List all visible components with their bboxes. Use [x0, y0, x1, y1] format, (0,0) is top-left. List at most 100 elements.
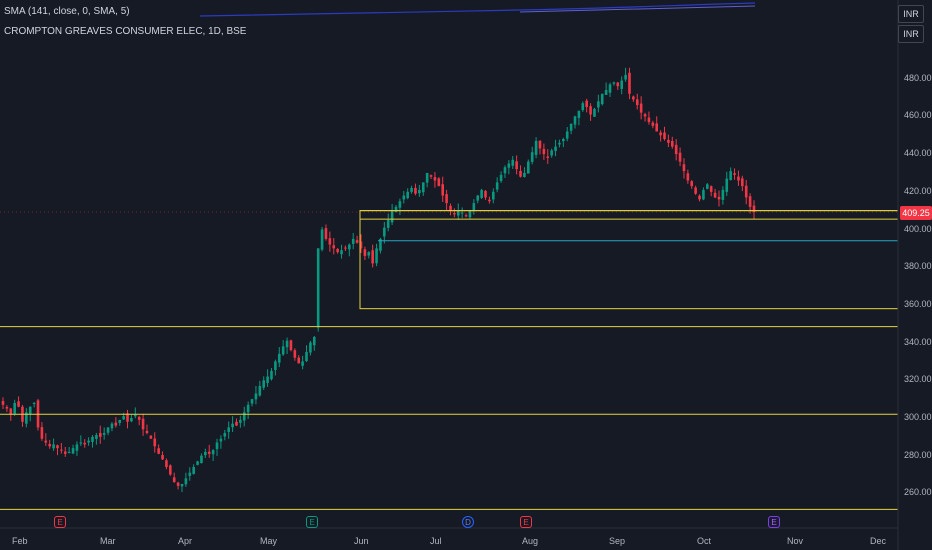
candle-body	[449, 205, 452, 211]
candlestick-series	[1, 67, 756, 493]
candle-body	[515, 161, 518, 170]
candle-body	[344, 247, 347, 249]
candle-body	[694, 187, 697, 194]
candle-body	[114, 422, 118, 426]
price-tick-label: 380.00	[904, 261, 932, 272]
candle-body	[441, 184, 445, 196]
candle-body	[663, 132, 666, 140]
candle-body	[106, 427, 110, 433]
price-tick-label: 280.00	[904, 449, 932, 460]
candle-body	[363, 249, 367, 256]
candle-body	[690, 181, 694, 187]
candle-body	[383, 227, 386, 237]
time-tick-label: Mar	[100, 536, 116, 546]
candle-body	[534, 140, 538, 155]
sma-secondary-line	[519, 5, 756, 13]
candle-body	[647, 117, 651, 123]
candle-body	[527, 161, 530, 174]
candle-body	[211, 450, 215, 455]
candle-body	[63, 451, 67, 454]
candle-body	[550, 150, 553, 156]
candle-body	[717, 196, 721, 200]
candle-body	[250, 399, 254, 404]
candle-body	[207, 451, 211, 454]
candle-body	[242, 412, 246, 421]
symbol-title[interactable]: CROMPTON GREAVES CONSUMER ELEC, 1D, BSE	[4, 26, 247, 37]
candle-body	[410, 188, 413, 192]
candle-body	[239, 419, 242, 423]
candle-body	[351, 238, 355, 244]
candle-body	[169, 465, 172, 475]
candle-body	[667, 139, 670, 143]
earnings-event-icon[interactable]: E	[54, 516, 66, 528]
candle-body	[499, 174, 503, 182]
currency-button-secondary[interactable]: INR	[898, 25, 924, 43]
candle-body	[231, 423, 234, 428]
candle-body	[141, 418, 145, 430]
upcoming-earnings-event-icon[interactable]: E	[768, 516, 780, 528]
candle-body	[542, 148, 546, 155]
candle-body	[565, 131, 569, 139]
candle-body	[593, 108, 596, 117]
candle-body	[386, 220, 390, 228]
dividend-event-icon[interactable]: D	[462, 516, 474, 528]
candle-body	[227, 427, 230, 432]
candle-body	[635, 99, 639, 106]
candle-body	[348, 244, 351, 250]
time-tick-label: Feb	[12, 536, 28, 546]
candle-body	[149, 435, 153, 439]
candle-body	[445, 194, 448, 204]
candle-body	[48, 444, 51, 447]
candle-body	[91, 436, 94, 442]
earnings-event-icon[interactable]: E	[520, 516, 532, 528]
candle-body	[480, 189, 483, 198]
candle-body	[13, 402, 16, 414]
support-resistance-levels	[0, 210, 899, 510]
currency-button[interactable]: INR	[898, 5, 924, 23]
indicator-label-sma[interactable]: SMA (141, close, 0, SMA, 5)	[4, 6, 130, 17]
candle-body	[309, 342, 312, 353]
candle-body	[655, 123, 659, 132]
candle-body	[546, 156, 550, 158]
candle-body	[266, 376, 269, 384]
candle-body	[235, 421, 238, 426]
candle-body	[425, 172, 429, 183]
candle-body	[281, 346, 285, 355]
candle-body	[246, 404, 250, 413]
candle-body	[538, 140, 542, 149]
candle-body	[254, 393, 258, 400]
candle-body	[223, 433, 227, 437]
candle-body	[721, 189, 725, 200]
candle-body	[558, 142, 561, 145]
earnings-event-icon[interactable]: E	[306, 516, 318, 528]
time-tick-label: May	[260, 536, 278, 546]
candle-body	[706, 184, 709, 189]
candle-body	[184, 478, 188, 485]
candle-body	[573, 116, 577, 125]
price-tick-label: 320.00	[904, 374, 932, 385]
candle-body	[581, 103, 585, 111]
candle-body	[741, 178, 744, 187]
candle-body	[702, 189, 705, 200]
candle-body	[453, 213, 456, 215]
candle-body	[674, 144, 678, 155]
sma-141-line	[199, 2, 756, 17]
candle-body	[165, 460, 168, 468]
candle-body	[569, 123, 573, 131]
candle-body	[301, 361, 304, 366]
price-tick-label: 420.00	[904, 185, 932, 196]
candle-body	[585, 100, 588, 107]
price-tick-label: 300.00	[904, 412, 932, 422]
time-tick-label: Apr	[178, 536, 193, 546]
candle-body	[421, 182, 425, 193]
time-tick-label: Oct	[697, 536, 712, 546]
candle-body	[651, 122, 655, 126]
candle-body	[137, 416, 141, 420]
candle-body	[752, 205, 756, 213]
candle-body	[616, 82, 620, 87]
price-tick-label: 480.00	[904, 72, 932, 83]
candle-body	[375, 248, 378, 264]
candle-body	[748, 196, 752, 207]
candle-body	[418, 189, 421, 194]
